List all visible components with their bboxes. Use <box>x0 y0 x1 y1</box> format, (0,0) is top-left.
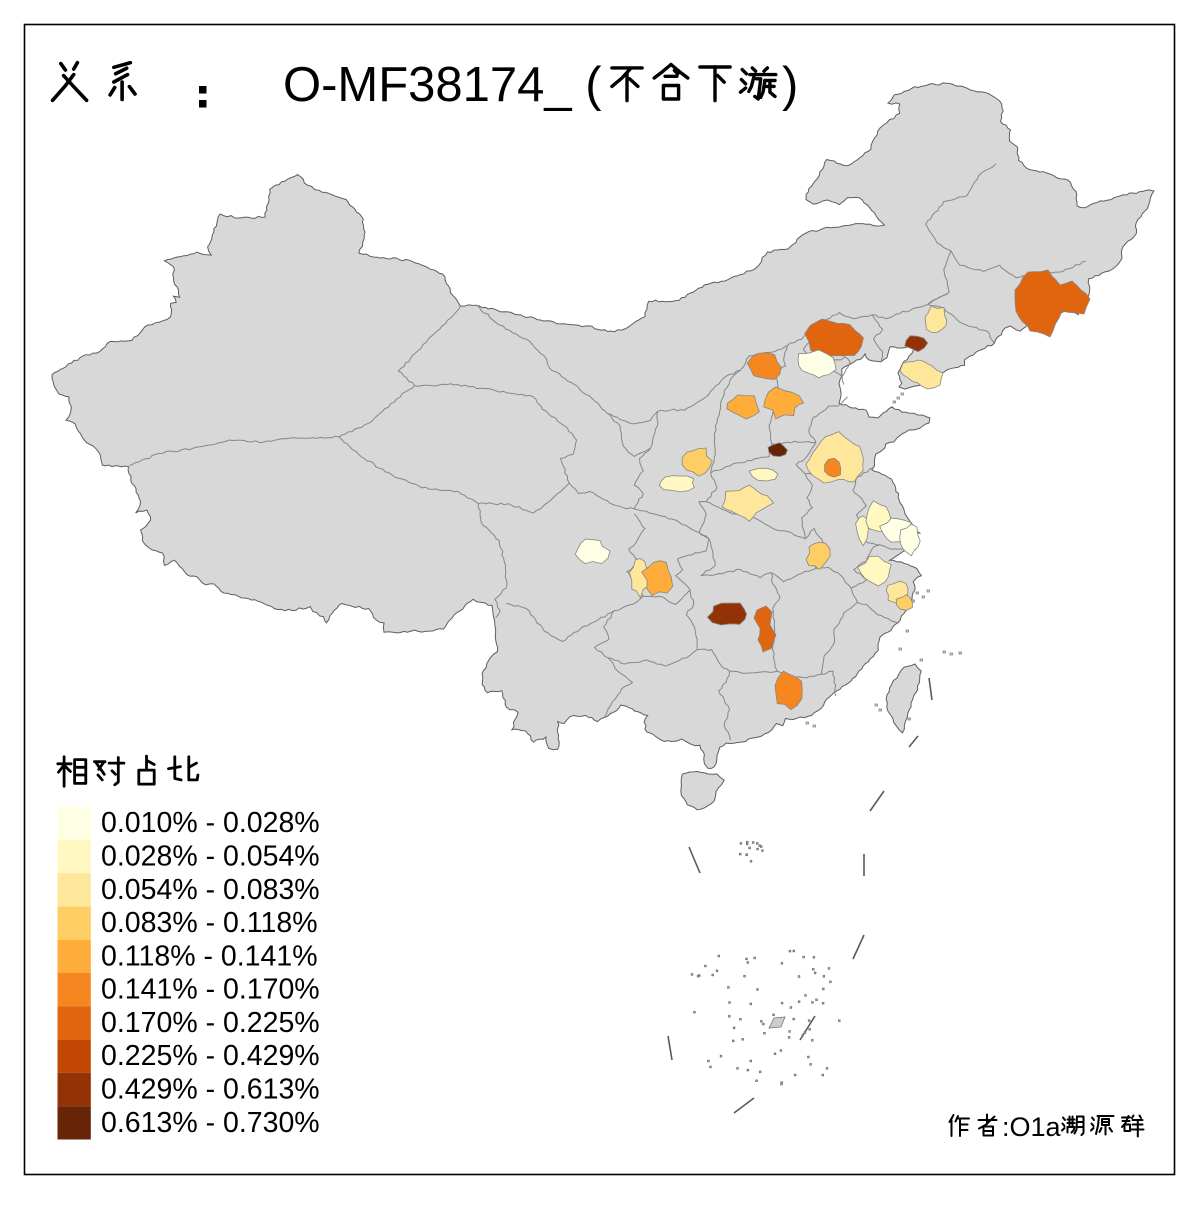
svg-text:0.118% - 0.141%: 0.118% - 0.141% <box>101 940 318 972</box>
svg-text:0.613% - 0.730%: 0.613% - 0.730% <box>101 1107 320 1139</box>
svg-text:0.429% - 0.613%: 0.429% - 0.613% <box>101 1074 320 1106</box>
svg-text:0.054% - 0.083%: 0.054% - 0.083% <box>101 874 320 906</box>
svg-text:O-MF38174_ (: O-MF38174_ ( <box>283 58 602 112</box>
svg-text:0.170% - 0.225%: 0.170% - 0.225% <box>101 1007 320 1039</box>
svg-text:0.028% - 0.054%: 0.028% - 0.054% <box>101 840 320 872</box>
svg-text:0.083% - 0.118%: 0.083% - 0.118% <box>101 907 318 939</box>
svg-text:0.225% - 0.429%: 0.225% - 0.429% <box>101 1040 320 1072</box>
svg-text:0.141% - 0.170%: 0.141% - 0.170% <box>101 974 320 1006</box>
svg-text::O1a: :O1a <box>1002 1112 1062 1142</box>
svg-text:): ) <box>782 58 798 112</box>
svg-text:0.010% - 0.028%: 0.010% - 0.028% <box>101 807 320 839</box>
